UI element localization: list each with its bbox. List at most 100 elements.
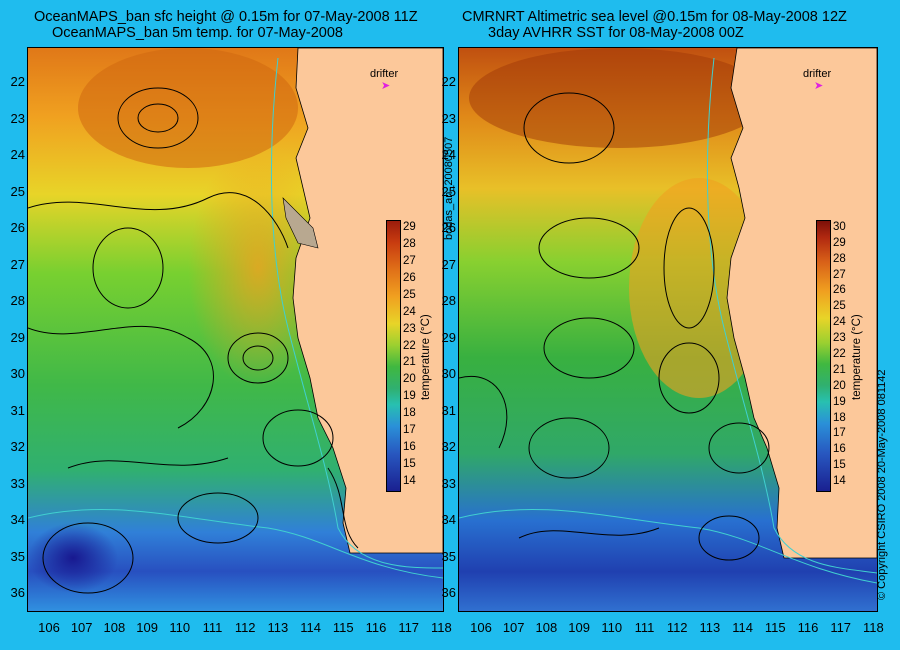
colorbar-tick-label: 20	[403, 373, 416, 386]
right-colorbar	[816, 220, 831, 492]
lat-label: 35	[441, 548, 456, 564]
lat-label: 23	[10, 110, 25, 126]
lon-label: 110	[169, 620, 191, 635]
right-colorbar-title: temperature (°C)	[851, 314, 863, 400]
lon-label: 109	[136, 620, 158, 635]
lon-label: 106	[38, 620, 60, 635]
right-map-panel	[458, 47, 878, 612]
lon-label: 111	[634, 620, 655, 635]
lon-label: 116	[365, 620, 387, 635]
colorbar-tick-label: 17	[833, 427, 846, 440]
lat-label: 29	[441, 329, 456, 345]
colorbar-tick-label: 23	[833, 332, 846, 345]
colorbar-tick-label: 20	[833, 379, 846, 392]
left-map-panel	[27, 47, 444, 612]
right-drifter-label: drifter	[803, 68, 832, 80]
lon-label: 112	[234, 620, 256, 635]
colorbar-tick-label: 18	[403, 407, 416, 420]
lon-label: 113	[699, 620, 721, 635]
colorbar-tick-label: 29	[833, 236, 846, 249]
left-title-line2: OceanMAPS_ban 5m temp. for 07-May-2008	[52, 25, 343, 41]
colorbar-tick-label: 27	[833, 268, 846, 281]
lat-label: 26	[441, 220, 456, 235]
lon-label: 113	[267, 620, 289, 635]
lat-label: 27	[10, 256, 25, 272]
colorbar-tick-label: 14	[833, 475, 846, 488]
right-drifter-icon: ➤	[814, 80, 824, 92]
colorbar-tick-label: 28	[833, 252, 846, 265]
lon-label: 112	[666, 620, 688, 635]
left-colorbar	[386, 220, 401, 492]
left-map	[28, 48, 443, 611]
lat-label: 28	[10, 293, 25, 308]
right-title-line2: 3day AVHRR SST for 08-May-2008 00Z	[488, 25, 744, 41]
colorbar-tick-label: 26	[833, 284, 846, 297]
lon-label: 118	[863, 620, 884, 635]
lat-label: 36	[10, 585, 25, 600]
lat-label: 25	[441, 183, 456, 199]
lon-label: 114	[300, 620, 321, 635]
colorbar-tick-label: 25	[403, 288, 416, 301]
lat-label: 29	[10, 329, 25, 345]
lon-label: 115	[332, 620, 354, 635]
colorbar-tick-label: 16	[833, 443, 846, 456]
colorbar-tick-label: 27	[403, 255, 416, 268]
lat-label: 30	[441, 366, 456, 381]
colorbar-tick-label: 15	[403, 457, 416, 470]
colorbar-tick-label: 19	[833, 395, 846, 408]
colorbar-tick-label: 22	[403, 339, 416, 352]
colorbar-tick-label: 30	[833, 220, 846, 233]
lat-label: 33	[441, 475, 456, 491]
right-map	[459, 48, 877, 611]
lat-label: 26	[10, 220, 25, 235]
lon-label: 110	[601, 620, 623, 635]
left-drifter-icon: ➤	[381, 80, 391, 92]
lon-label: 115	[764, 620, 786, 635]
colorbar-tick-label: 24	[403, 305, 416, 318]
colorbar-tick-label: 17	[403, 423, 416, 436]
lon-label: 108	[103, 620, 126, 635]
right-land	[726, 48, 877, 559]
lat-label: 24	[441, 147, 456, 162]
colorbar-tick-label: 23	[403, 322, 416, 335]
lat-label: 31	[441, 402, 456, 418]
colorbar-tick-label: 21	[403, 356, 416, 369]
colorbar-tick-label: 14	[403, 474, 416, 487]
lat-label: 23	[441, 110, 456, 126]
lon-label: 107	[70, 620, 93, 635]
colorbar-tick-label: 16	[403, 440, 416, 453]
lat-label: 25	[10, 183, 25, 199]
colorbar-tick-label: 21	[833, 363, 846, 376]
lat-label: 32	[441, 439, 456, 454]
lon-label: 117	[830, 620, 852, 635]
lat-label: 30	[10, 366, 25, 381]
lat-label: 28	[441, 293, 456, 308]
copyright-label: © Copyright CSIRO 2008 20-May-2008 08114…	[876, 369, 888, 600]
lat-label: 22	[441, 74, 456, 89]
lat-label: 34	[441, 512, 456, 527]
lon-label: 117	[398, 620, 420, 635]
lat-label: 35	[10, 548, 25, 564]
right-title-line1: CMRNRT Altimetric sea level @0.15m for 0…	[462, 9, 847, 25]
colorbar-tick-label: 29	[403, 221, 416, 234]
lat-label: 24	[10, 147, 25, 162]
colorbar-tick-label: 28	[403, 238, 416, 251]
lat-label: 27	[441, 256, 456, 272]
lon-label: 116	[797, 620, 819, 635]
left-drifter-label: drifter	[370, 68, 399, 80]
colorbar-tick-label: 15	[833, 459, 846, 472]
colorbar-tick-label: 22	[833, 348, 846, 360]
lat-label: 33	[10, 475, 25, 491]
lat-label: 32	[10, 439, 25, 454]
lon-label: 109	[568, 620, 590, 635]
lon-label: 111	[202, 620, 223, 635]
colorbar-tick-label: 26	[403, 272, 416, 285]
lon-label: 106	[470, 620, 492, 635]
lon-label: 114	[732, 620, 753, 635]
lon-label: 107	[502, 620, 525, 635]
left-colorbar-title: temperature (°C)	[420, 314, 432, 400]
lon-label: 108	[535, 620, 558, 635]
colorbar-tick-label: 19	[403, 390, 416, 403]
lat-label: 34	[10, 512, 25, 527]
lat-label: 22	[10, 74, 25, 89]
